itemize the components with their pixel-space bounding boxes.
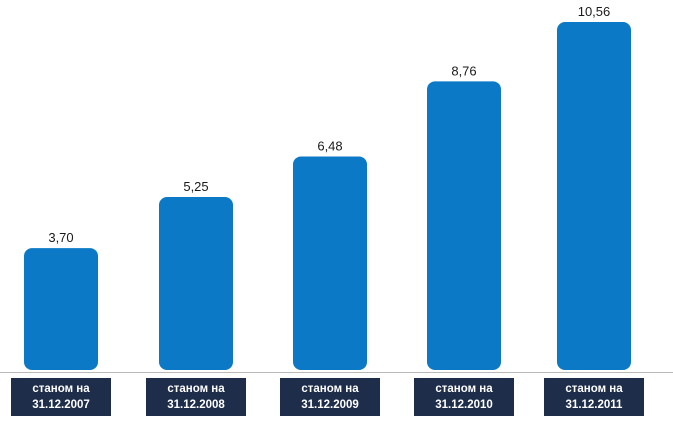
bar-4 [427,81,501,371]
category-box-1 [11,378,111,416]
bar-1 [24,248,98,370]
bar-5 [557,22,631,370]
category-box-4 [414,378,514,416]
value-label-1: 3,70 [48,230,73,245]
category-box-5 [544,378,644,416]
category-label-4-line-1: станом на [435,383,493,395]
value-label-5: 10,56 [578,4,611,19]
value-label-3: 6,48 [317,138,342,153]
bar-3 [293,156,367,370]
bar-2 [159,196,233,370]
category-label-4-line-2: 31.12.2010 [435,399,493,411]
category-label-5-line-1: станом на [565,383,623,395]
category-label-1-line-1: станом на [32,383,90,395]
value-label-2: 5,25 [183,179,208,194]
category-label-2-line-1: станом на [167,383,225,395]
category-label-2-line-2: 31.12.2008 [167,399,225,411]
category-label-3-line-2: 31.12.2009 [301,399,359,411]
value-labels-group: 3,70 5,25 6,48 8,76 10,56 [48,4,610,245]
bars-group [24,22,631,371]
category-labels-group: станом на 31.12.2007 станом на 31.12.2008 ст… [11,378,644,416]
value-label-4: 8,76 [451,63,476,78]
category-box-2 [146,378,246,416]
category-label-5-line-2: 31.12.2011 [566,399,624,411]
category-box-3 [280,378,380,416]
category-label-1-line-2: 31.12.2007 [32,399,90,411]
category-label-3-line-1: станом на [301,383,359,395]
